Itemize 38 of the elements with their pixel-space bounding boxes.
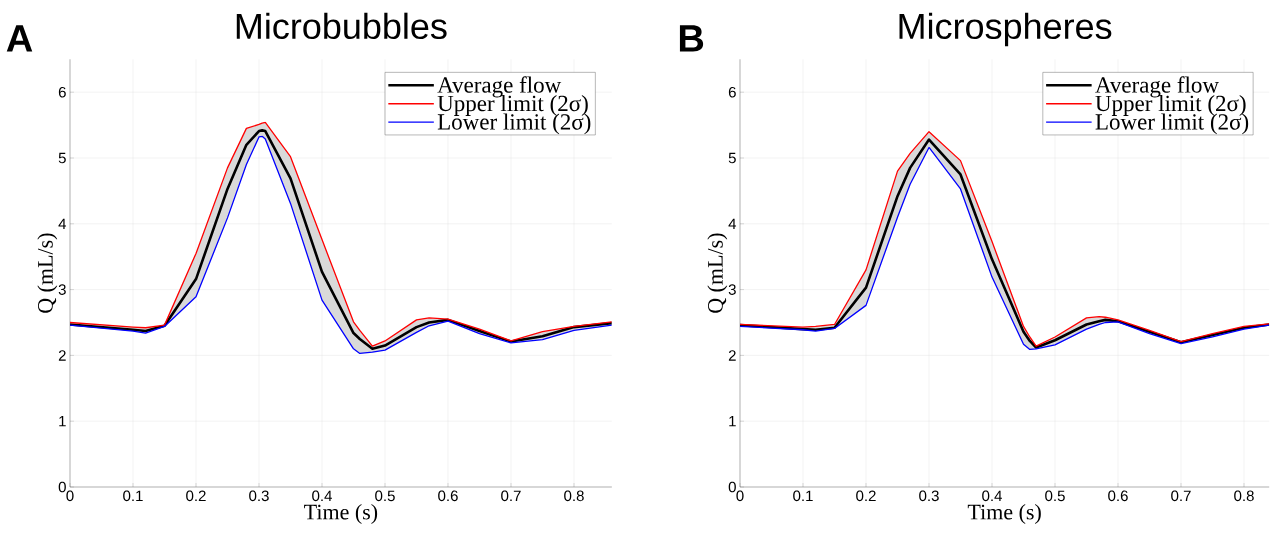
text: B	[679, 25, 704, 52]
x-tick-label: 0.3	[919, 490, 939, 502]
y-tick-label: 1	[729, 416, 736, 427]
x-tick-label: 0.4	[982, 490, 1002, 502]
x-tick-label: 0.7	[1171, 490, 1191, 502]
x-tick-label: 0.5	[375, 490, 395, 502]
y-tick-label: 3	[728, 284, 736, 295]
chart-title: Microbubbles	[236, 12, 447, 40]
x-tick-label: 0.2	[186, 490, 206, 502]
y-tick-label: 2	[58, 350, 66, 361]
y-tick-label: 4	[58, 218, 67, 229]
y-tick-label: 1	[59, 416, 66, 427]
x-axis-title: Time (s)	[304, 504, 378, 524]
y-tick-label: 4	[728, 218, 737, 229]
x-tick-label: 0.8	[1234, 490, 1254, 502]
x-tick-label: 0.2	[856, 490, 876, 502]
y-tick-label: 0	[58, 481, 66, 493]
text: A	[6, 25, 33, 52]
x-tick-label: 0.1	[123, 490, 143, 502]
y-tick-label: 6	[58, 86, 66, 98]
y-tick-label: 0	[728, 481, 736, 493]
y-tick-label: 3	[58, 284, 66, 295]
y-axis-title: Q (mL/s)	[707, 233, 728, 313]
x-tick-label: 0.6	[438, 490, 458, 502]
x-axis-title: Time (s)	[967, 504, 1041, 524]
x-tick-label: 0.6	[1108, 490, 1128, 502]
x-tick-label: 0.5	[1045, 490, 1065, 502]
y-tick-label: 2	[728, 350, 736, 361]
y-tick-label: 5	[58, 152, 66, 164]
x-tick-label: 0.1	[793, 490, 813, 502]
x-tick-label: 0.8	[564, 490, 584, 502]
y-axis-title: Q (mL/s)	[37, 233, 58, 313]
x-tick-label: 0.4	[312, 490, 332, 502]
y-tick-label: 6	[728, 86, 736, 98]
x-tick-label: 0.3	[249, 490, 269, 502]
chart-title: Microspheres	[899, 12, 1112, 47]
y-tick-label: 5	[728, 152, 736, 164]
x-tick-label: 0.7	[501, 490, 521, 502]
